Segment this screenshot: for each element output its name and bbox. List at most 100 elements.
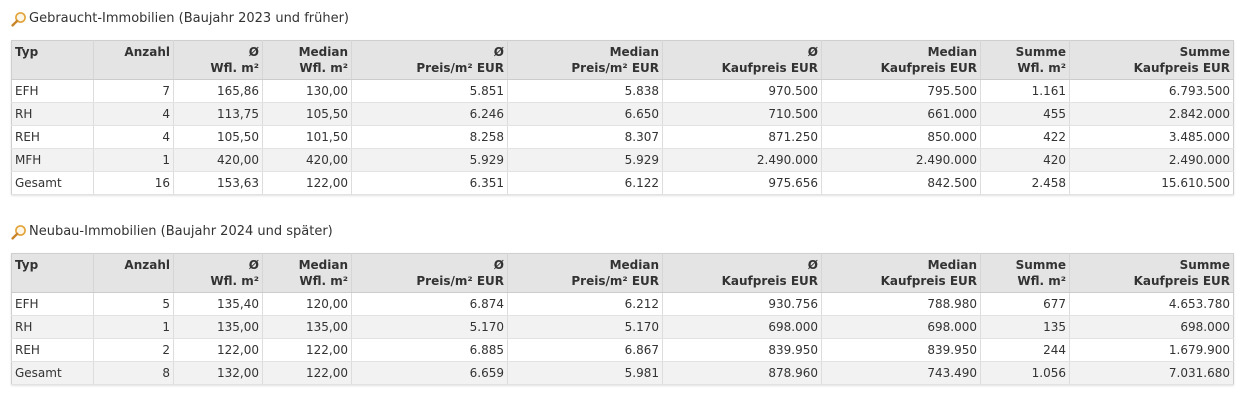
table-cell: 135 (980, 315, 1070, 339)
table-cell: REH (11, 338, 94, 362)
data-table: Typ Anzahl Ø Wfl. m² Median Wfl. m² Ø Preis/m² … (11, 40, 1234, 195)
table-cell: 420,00 (173, 148, 263, 172)
column-header: Median Wfl. m² (262, 253, 352, 293)
column-header-line1: Median (927, 45, 977, 59)
table-cell: 795.500 (821, 79, 981, 103)
column-header-line1: Median (298, 45, 348, 59)
section-new-properties: Neubau-Immobilien (Baujahr 2024 und spät… (11, 221, 1234, 385)
table-cell: 839.950 (662, 338, 822, 362)
column-header-line1: Ø (248, 258, 259, 272)
column-header-line1: Ø (493, 258, 504, 272)
table-cell: 135,00 (173, 315, 263, 339)
column-header-line2: Wfl. m² (210, 274, 259, 288)
table-cell: 6.874 (351, 292, 508, 316)
column-header-line1: Median (609, 45, 659, 59)
column-header-line1: Summe (1179, 258, 1230, 272)
table-cell: 122,00 (262, 171, 352, 195)
table-cell: 842.500 (821, 171, 981, 195)
table-cell: 113,75 (173, 102, 263, 126)
table-cell: 135,00 (262, 315, 352, 339)
table-cell: 6.650 (507, 102, 663, 126)
data-table: Typ Anzahl Ø Wfl. m² Median Wfl. m² Ø Preis/m² … (11, 253, 1234, 385)
column-header: Typ (11, 253, 94, 293)
table-cell: 1.679.900 (1069, 338, 1234, 362)
column-header-line2: Preis/m² EUR (571, 61, 659, 75)
table-cell: 6.351 (351, 171, 508, 195)
table-cell: 2.458 (980, 171, 1070, 195)
table-row: REH 2 122,00 122,00 6.885 6.867 839.950 839.950… (11, 338, 1234, 362)
column-header: Summe Wfl. m² (980, 253, 1070, 293)
column-header-line2: Wfl. m² (299, 61, 348, 75)
table-row: REH 4 105,50 101,50 8.258 8.307 871.250 850.000… (11, 125, 1234, 149)
column-header: Median Wfl. m² (262, 40, 352, 80)
table-cell: 8 (93, 361, 174, 385)
table-cell: 105,50 (262, 102, 352, 126)
section-used-properties: Gebraucht-Immobilien (Baujahr 2023 und f… (11, 8, 1234, 195)
column-header-line1: Median (298, 258, 348, 272)
table-cell: 2.490.000 (1069, 148, 1234, 172)
table-cell: 698.000 (1069, 315, 1234, 339)
table-cell: 3.485.000 (1069, 125, 1234, 149)
column-header-line2: Kaufpreis EUR (880, 274, 977, 288)
table-cell: 5.170 (351, 315, 508, 339)
column-header: Summe Kaufpreis EUR (1069, 253, 1234, 293)
table-cell: 2.490.000 (662, 148, 822, 172)
header-row: Typ Anzahl Ø Wfl. m² Median Wfl. m² Ø Preis/m² … (11, 40, 1234, 80)
table-cell: RH (11, 102, 94, 126)
table-cell: 244 (980, 338, 1070, 362)
column-header-line2: Preis/m² EUR (571, 274, 659, 288)
table-cell: 165,86 (173, 79, 263, 103)
table-cell: 710.500 (662, 102, 822, 126)
column-header-line2: Kaufpreis EUR (721, 61, 818, 75)
section-title: Neubau-Immobilien (Baujahr 2024 und spät… (29, 224, 333, 239)
column-header: Ø Preis/m² EUR (351, 253, 508, 293)
column-header-line2: Kaufpreis EUR (1133, 61, 1230, 75)
column-header-line2: Wfl. m² (210, 61, 259, 75)
section-title: Gebraucht-Immobilien (Baujahr 2023 und f… (29, 11, 350, 26)
column-header-line2: Wfl. m² (299, 274, 348, 288)
column-header: Anzahl (93, 40, 174, 80)
table-cell: 455 (980, 102, 1070, 126)
table-cell: 420 (980, 148, 1070, 172)
column-header-line1: Ø (248, 45, 259, 59)
table-cell: 8.258 (351, 125, 508, 149)
table-cell: 2.490.000 (821, 148, 981, 172)
table-cell: 15.610.500 (1069, 171, 1234, 195)
table-cell: 4 (93, 125, 174, 149)
table-cell: 4.653.780 (1069, 292, 1234, 316)
column-header-line1: Summe (1015, 45, 1066, 59)
table-cell: 122,00 (262, 338, 352, 362)
table-cell: 120,00 (262, 292, 352, 316)
column-header: Ø Kaufpreis EUR (662, 253, 822, 293)
table-cell: 6.659 (351, 361, 508, 385)
column-header-line2: Kaufpreis EUR (721, 274, 818, 288)
table-cell: 6.793.500 (1069, 79, 1234, 103)
column-header-line2: Kaufpreis EUR (1133, 274, 1230, 288)
table-cell: 135,40 (173, 292, 263, 316)
table-cell: Gesamt (11, 171, 94, 195)
column-header: Median Kaufpreis EUR (821, 253, 981, 293)
column-header-line1: Summe (1179, 45, 1230, 59)
column-header: Typ (11, 40, 94, 80)
column-header-line1: Median (609, 258, 659, 272)
magnifier-icon (11, 225, 26, 240)
table-cell: 2 (93, 338, 174, 362)
table-cell: 5.851 (351, 79, 508, 103)
table-cell: 6.885 (351, 338, 508, 362)
table-cell: REH (11, 125, 94, 149)
table-cell: 788.980 (821, 292, 981, 316)
column-header: Ø Kaufpreis EUR (662, 40, 822, 80)
column-header: Summe Wfl. m² (980, 40, 1070, 80)
table-cell: 422 (980, 125, 1070, 149)
table-row: EFH 7 165,86 130,00 5.851 5.838 970.500 795.500… (11, 79, 1234, 103)
column-header-line1: Typ (15, 258, 39, 272)
magnifier-icon (11, 12, 26, 27)
table-cell: 850.000 (821, 125, 981, 149)
table-row: Gesamt 8 132,00 122,00 6.659 5.981 878.960 743.… (11, 361, 1234, 385)
table-cell: 105,50 (173, 125, 263, 149)
table-cell: 1.056 (980, 361, 1070, 385)
table-row: MFH 1 420,00 420,00 5.929 5.929 2.490.000 2.490… (11, 148, 1234, 172)
table-cell: 871.250 (662, 125, 822, 149)
table-cell: MFH (11, 148, 94, 172)
column-header: Ø Wfl. m² (173, 40, 263, 80)
